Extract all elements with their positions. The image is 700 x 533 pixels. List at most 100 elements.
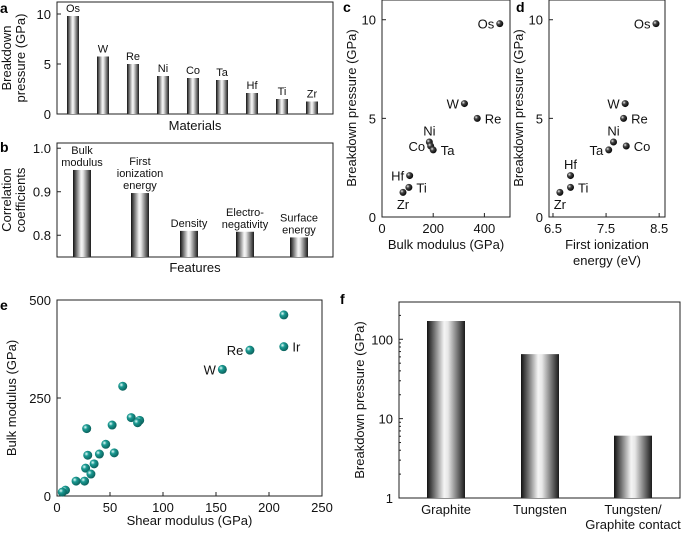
data-point — [107, 420, 117, 430]
bar — [157, 76, 169, 114]
x-tick-label: 400 — [474, 221, 496, 236]
data-point — [610, 138, 618, 146]
point-label: Os — [634, 17, 651, 32]
data-point — [101, 439, 111, 449]
bar — [67, 16, 79, 114]
point-label: W — [447, 97, 460, 112]
x-tick-label: 200 — [422, 221, 444, 236]
panel-d: d 0 5 10 6.5 7.5 8.5 Breakdown pressure (GPa) Fi… — [511, 0, 668, 268]
x-tick-label: 150 — [205, 500, 227, 515]
point-label: Hf — [391, 169, 404, 184]
panel-c: c 0 5 10 0 200 400 Breakdown pressure (GPa) Bulk… — [343, 0, 511, 252]
bar-label: energy — [123, 180, 157, 192]
bar-label: Co — [186, 65, 200, 77]
bar-label: Bulk — [71, 145, 93, 157]
panel-e: e 0 250 500 0 50 100 150 200 250 Bulk modulus (GPa… — [0, 293, 333, 528]
data-point — [86, 469, 96, 479]
point-label: Re — [631, 111, 648, 126]
y-tick-label: 0 — [369, 210, 376, 225]
panel-letter: d — [516, 0, 525, 15]
y-axis-label: Breakdown pressure (GPa) — [344, 29, 359, 187]
data-point — [118, 381, 128, 391]
y-axis-label: coefficients — [13, 167, 28, 232]
y-axis-label: Breakdown pressure (GPa) — [511, 29, 526, 187]
point-label: Co — [409, 139, 426, 154]
panel-letter: f — [340, 291, 345, 307]
bar-label: Ti — [278, 86, 287, 98]
y-tick-label: 10 — [529, 13, 543, 28]
y-tick-label: 0 — [44, 107, 51, 122]
data-point — [460, 100, 468, 108]
point-label: Zr — [397, 197, 410, 212]
bar — [127, 64, 139, 114]
x-tick-label: 7.5 — [597, 221, 615, 236]
y-tick-label: 1 — [386, 491, 393, 506]
point-label: W — [204, 362, 217, 377]
data-point — [89, 459, 99, 469]
y-tick-label: 0 — [536, 210, 543, 225]
x-axis-label: Features — [169, 260, 221, 275]
bar — [246, 93, 258, 114]
panel-letter: b — [0, 139, 9, 155]
point-label: Ta — [589, 143, 604, 158]
y-tick-label: 1.0 — [33, 141, 51, 156]
x-tick-label: 200 — [258, 500, 280, 515]
x-tick-label: 6.5 — [544, 221, 562, 236]
bar — [180, 230, 198, 257]
panel-letter: c — [343, 0, 351, 15]
bar — [73, 169, 91, 257]
point-label: Re — [485, 111, 502, 126]
bar-label: W — [98, 44, 109, 56]
y-tick-label: 10 — [37, 7, 51, 22]
bar — [131, 193, 149, 257]
bar — [614, 435, 652, 498]
x-tick-label: 0 — [53, 500, 60, 515]
x-axis-label: Shear modulus (GPa) — [127, 513, 253, 528]
point-label: Ti — [578, 180, 588, 195]
data-point — [620, 114, 628, 122]
y-tick-label: 10 — [379, 412, 393, 427]
y-tick-label: 250 — [29, 391, 51, 406]
y-axis-label: pressure (GPa) — [13, 14, 28, 103]
x-category-label: Tungsten — [513, 502, 567, 517]
bar-label: Ta — [216, 67, 229, 79]
bar-label: ionization — [117, 168, 163, 180]
bar — [290, 237, 308, 257]
data-point — [406, 172, 414, 180]
y-tick-label: 100 — [371, 332, 393, 347]
bar — [427, 320, 465, 498]
point-label: Ni — [423, 124, 435, 139]
bar — [97, 56, 109, 114]
data-point — [279, 310, 289, 320]
axes-frame — [548, 0, 666, 218]
point-label: Os — [478, 17, 495, 32]
axes-frame — [381, 0, 511, 218]
data-point — [399, 188, 407, 196]
point-label: Ir — [292, 340, 301, 355]
y-tick-label: 10 — [362, 13, 376, 28]
y-tick-label: 500 — [29, 293, 51, 308]
panel-a: a 0 5 10 Breakdown pressure (GPa) Materials Os W… — [0, 0, 334, 133]
data-point — [279, 342, 289, 352]
point-label: Ti — [416, 180, 426, 195]
data-point — [80, 476, 90, 486]
data-point — [556, 188, 564, 196]
panel-letter: a — [0, 0, 8, 16]
point-label: Co — [634, 139, 651, 154]
bar-label: Os — [66, 3, 81, 15]
x-axis-label: Materials — [169, 118, 222, 133]
x-axis-label: First ionization — [565, 237, 649, 252]
y-tick-label: 0 — [44, 489, 51, 504]
panel-f: f 1 10 100 Breakdown pressure (GPa) Graphite T… — [340, 291, 681, 532]
data-point — [405, 183, 413, 191]
bar — [236, 231, 254, 257]
data-point — [57, 487, 67, 497]
y-axis-label: Breakdown — [0, 25, 14, 90]
bar-label: Surface — [280, 212, 318, 224]
y-tick-label: 0.8 — [33, 228, 51, 243]
point-label: W — [607, 97, 620, 112]
bar — [521, 354, 559, 498]
x-tick-label: 250 — [311, 500, 333, 515]
point-label: Hf — [564, 157, 577, 172]
